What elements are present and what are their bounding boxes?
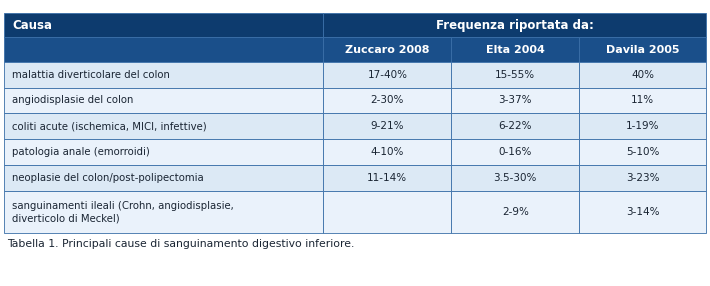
Bar bbox=[452, 37, 579, 62]
Bar bbox=[4, 62, 323, 88]
Bar bbox=[4, 88, 323, 113]
Bar bbox=[452, 88, 579, 113]
Bar bbox=[579, 113, 706, 139]
Text: Frequenza riportata da:: Frequenza riportata da: bbox=[436, 19, 594, 32]
Bar bbox=[4, 13, 323, 37]
Text: Causa: Causa bbox=[12, 19, 52, 32]
Text: 6-22%: 6-22% bbox=[498, 121, 532, 131]
Bar bbox=[323, 113, 452, 139]
Bar bbox=[452, 190, 579, 233]
Text: 11%: 11% bbox=[631, 96, 655, 106]
Text: neoplasie del colon/post-polipectomia: neoplasie del colon/post-polipectomia bbox=[12, 173, 204, 183]
Bar bbox=[4, 37, 323, 62]
Bar bbox=[579, 62, 706, 88]
Bar bbox=[452, 139, 579, 165]
Text: 0-16%: 0-16% bbox=[498, 147, 532, 157]
Text: 4-10%: 4-10% bbox=[371, 147, 404, 157]
Bar bbox=[579, 37, 706, 62]
Text: Zuccaro 2008: Zuccaro 2008 bbox=[345, 45, 430, 55]
Text: 9-21%: 9-21% bbox=[371, 121, 404, 131]
Text: 3-37%: 3-37% bbox=[498, 96, 532, 106]
Text: 2-30%: 2-30% bbox=[371, 96, 404, 106]
Bar bbox=[323, 88, 452, 113]
Text: 3.5-30%: 3.5-30% bbox=[493, 173, 537, 183]
Bar bbox=[452, 165, 579, 190]
Bar bbox=[323, 165, 452, 190]
Text: Tabella 1. Principali cause di sanguinamento digestivo inferiore.: Tabella 1. Principali cause di sanguinam… bbox=[7, 239, 354, 249]
Bar bbox=[323, 139, 452, 165]
Text: 5-10%: 5-10% bbox=[626, 147, 660, 157]
Bar bbox=[579, 139, 706, 165]
Text: coliti acute (ischemica, MICI, infettive): coliti acute (ischemica, MICI, infettive… bbox=[12, 121, 207, 131]
Bar bbox=[4, 113, 323, 139]
Bar bbox=[579, 88, 706, 113]
Bar bbox=[4, 190, 323, 233]
Text: malattia diverticolare del colon: malattia diverticolare del colon bbox=[12, 70, 170, 80]
Bar bbox=[452, 62, 579, 88]
Text: angiodisplasie del colon: angiodisplasie del colon bbox=[12, 96, 133, 106]
Text: sanguinamenti ileali (Crohn, angiodisplasie,
diverticolo di Meckel): sanguinamenti ileali (Crohn, angiodispla… bbox=[12, 201, 234, 223]
Bar bbox=[579, 165, 706, 190]
Text: 15-55%: 15-55% bbox=[495, 70, 535, 80]
Text: 3-23%: 3-23% bbox=[626, 173, 660, 183]
Text: 11-14%: 11-14% bbox=[367, 173, 408, 183]
Text: 17-40%: 17-40% bbox=[367, 70, 408, 80]
Bar bbox=[452, 113, 579, 139]
Text: 1-19%: 1-19% bbox=[626, 121, 660, 131]
Text: 2-9%: 2-9% bbox=[502, 207, 529, 217]
Text: Davila 2005: Davila 2005 bbox=[606, 45, 679, 55]
Bar bbox=[323, 62, 452, 88]
Bar bbox=[323, 13, 706, 37]
Text: patologia anale (emorroidi): patologia anale (emorroidi) bbox=[12, 147, 150, 157]
Bar bbox=[4, 139, 323, 165]
Text: 3-14%: 3-14% bbox=[626, 207, 660, 217]
Bar bbox=[4, 165, 323, 190]
Text: 40%: 40% bbox=[631, 70, 655, 80]
Bar bbox=[323, 37, 452, 62]
Text: Elta 2004: Elta 2004 bbox=[486, 45, 545, 55]
Bar bbox=[579, 190, 706, 233]
Bar bbox=[323, 190, 452, 233]
